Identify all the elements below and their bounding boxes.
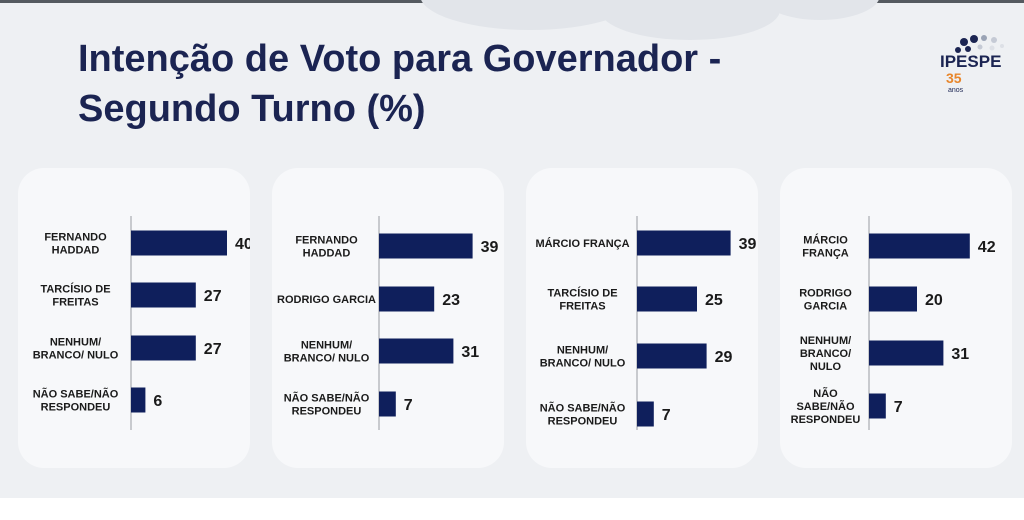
chart-panel-4: 42 MÁRCIO FRANÇA 20 RODRIGO GARCIA 31 NENHUM/BR… xyxy=(780,168,1012,468)
bar xyxy=(131,335,196,361)
logo-number: 35 xyxy=(946,70,962,86)
data-label: 39 xyxy=(481,239,499,256)
chart-panel-1: 40 FERNANDO HADDAD 27 TARCÍSIO DE FREITAS 27 NE… xyxy=(18,168,250,468)
category-label: MÁRCIO FRANÇA xyxy=(802,234,848,260)
bar xyxy=(379,391,396,417)
category-label: NÃO SABE/NÃO RESPONDEU xyxy=(33,388,119,414)
category-label: NÃO SABE/NÃO RESPONDEU xyxy=(284,392,370,418)
bar xyxy=(869,233,970,259)
category-label: NENHUM/BRANCO/NULO xyxy=(800,335,851,373)
data-label: 23 xyxy=(442,292,460,309)
category-label: NENHUM/BRANCO/ NULO xyxy=(284,340,370,365)
bar xyxy=(131,282,196,308)
bar xyxy=(637,286,697,312)
bar xyxy=(379,286,435,312)
chart-panel-3: 39 MÁRCIO FRANÇA 25 TARCÍSIO DE FREITAS 29 NEN… xyxy=(526,168,758,468)
category-label: RODRIGO GARCIA xyxy=(799,288,852,313)
title-line-2: Segundo Turno (%) xyxy=(78,88,426,130)
category-label: FERNANDO HADDAD xyxy=(295,235,358,260)
data-label: 7 xyxy=(894,399,903,416)
page-title: Intenção de Voto para Governador - Segun… xyxy=(78,34,838,134)
category-label: TARCÍSIO DE FREITAS xyxy=(40,283,110,309)
data-label: 42 xyxy=(978,239,996,256)
data-label: 29 xyxy=(715,349,733,366)
bar xyxy=(379,338,454,364)
data-label: 27 xyxy=(204,341,222,358)
title-line-1: Intenção de Voto para Governador - xyxy=(78,38,722,80)
bar-chart-2: 39 FERNANDO HADDAD 23 RODRIGO GARCIA 31 NENHUM… xyxy=(277,216,499,430)
bar xyxy=(869,393,886,419)
data-label: 39 xyxy=(739,236,757,253)
category-label: NENHUM/BRANCO/ NULO xyxy=(33,337,119,362)
category-label: FERNANDO HADDAD xyxy=(44,232,107,257)
bar xyxy=(637,401,654,427)
data-label: 20 xyxy=(925,292,943,309)
data-label: 31 xyxy=(951,346,969,363)
bar xyxy=(131,230,227,256)
data-label: 27 xyxy=(204,288,222,305)
background-shape xyxy=(760,0,880,20)
category-label: NÃO SABE/NÃO RESPONDEU xyxy=(540,402,626,428)
bar-chart-3: 39 MÁRCIO FRANÇA 25 TARCÍSIO DE FREITAS 29 NEN… xyxy=(535,216,757,430)
data-label: 31 xyxy=(461,344,479,361)
data-label: 7 xyxy=(662,407,671,424)
bar xyxy=(637,230,731,256)
ipespe-logo: IPESPE 35 anos xyxy=(940,32,1012,102)
bar xyxy=(869,286,917,312)
data-label: 6 xyxy=(153,393,162,410)
category-label: NENHUM/BRANCO/ NULO xyxy=(540,345,626,370)
data-label: 40 xyxy=(235,236,250,253)
bar xyxy=(637,343,707,369)
category-label: NÃO SABE/NÃO RESPONDEU xyxy=(791,387,861,426)
data-label: 25 xyxy=(705,292,723,309)
bar xyxy=(379,233,473,259)
category-label: RODRIGO GARCIA xyxy=(277,294,376,306)
data-label: 7 xyxy=(404,397,413,414)
category-label: TARCÍSIO DE FREITAS xyxy=(547,287,617,313)
bar xyxy=(869,340,944,366)
logo-dots-icon xyxy=(955,35,1004,53)
logo-name: IPESPE xyxy=(940,52,1002,71)
bar-chart-4: 42 MÁRCIO FRANÇA 20 RODRIGO GARCIA 31 NENHUM/BR… xyxy=(791,216,996,430)
bar xyxy=(131,387,146,413)
chart-panel-2: 39 FERNANDO HADDAD 23 RODRIGO GARCIA 31 NENHUM… xyxy=(272,168,504,468)
bar-chart-1: 40 FERNANDO HADDAD 27 TARCÍSIO DE FREITAS 27 NE… xyxy=(33,216,250,430)
logo-subtitle: anos xyxy=(948,87,964,94)
category-label: MÁRCIO FRANÇA xyxy=(535,237,629,250)
slide: Intenção de Voto para Governador - Segun… xyxy=(0,0,1024,498)
